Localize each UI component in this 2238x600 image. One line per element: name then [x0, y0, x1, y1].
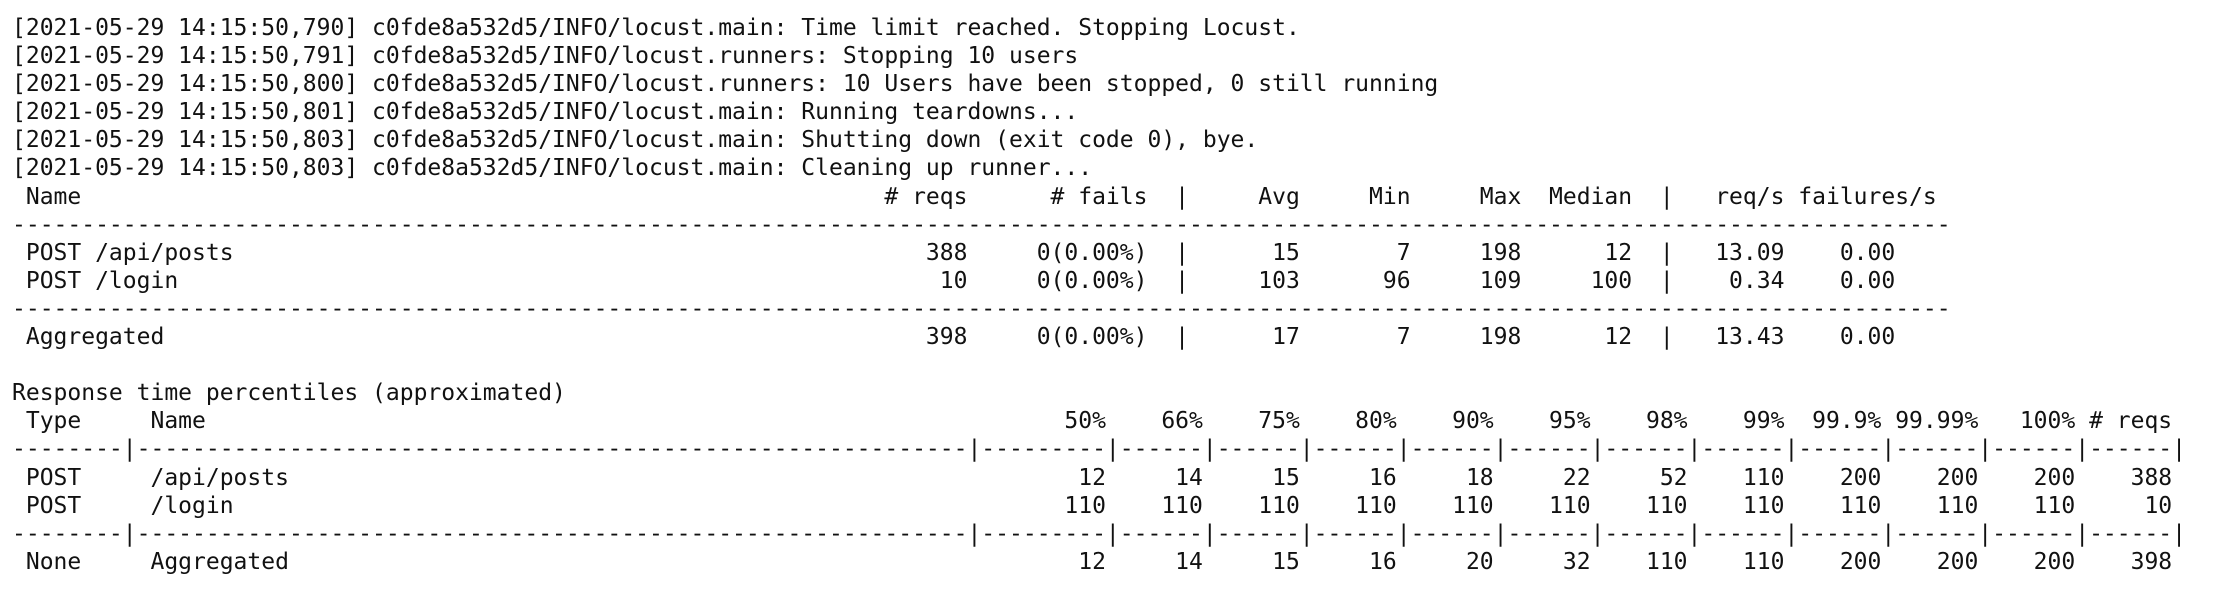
stats-table-header: Name # reqs # fails | Avg Min Max Median…: [12, 183, 1937, 210]
stats-table-divider: ----------------------------------------…: [12, 211, 1951, 238]
log-line-teardowns: [2021-05-29 14:15:50,801] c0fde8a532d5/I…: [12, 99, 1079, 126]
percentiles-title: Response time percentiles (approximated): [12, 380, 566, 407]
log-line-time-limit: [2021-05-29 14:15:50,790] c0fde8a532d5/I…: [12, 15, 1300, 41]
log-line-shutting-down: [2021-05-29 14:15:50,803] c0fde8a532d5/I…: [12, 127, 1259, 154]
blank-line: [12, 351, 2238, 379]
percentiles-table-aggregated-row: None Aggregated 12 14 15 16 20 32 110 11…: [12, 548, 2173, 575]
percentiles-table-row: POST /api/posts 12 14 15 16 18 22 52 110…: [12, 464, 2173, 491]
log-line-users-stopped: [2021-05-29 14:15:50,800] c0fde8a532d5/I…: [12, 71, 1439, 98]
percentiles-table-divider: --------|-------------------------------…: [12, 436, 2187, 463]
log-line-stopping-users: [2021-05-29 14:15:50,791] c0fde8a532d5/I…: [12, 43, 1079, 70]
log-line-cleaning-up: [2021-05-29 14:15:50,803] c0fde8a532d5/I…: [12, 155, 1093, 182]
stats-table-divider: ----------------------------------------…: [12, 295, 1951, 322]
stats-table-aggregated-row: Aggregated 398 0(0.00%) | 17 7 198 12 | …: [12, 324, 1896, 351]
percentiles-table-row: POST /login 110 110 110 110 110 110 110 …: [12, 492, 2173, 519]
percentiles-table-divider: --------|-------------------------------…: [12, 520, 2187, 547]
stats-table-row: POST /login 10 0(0.00%) | 103 96 109 100…: [12, 267, 1896, 294]
terminal-output: [2021-05-29 14:15:50,790] c0fde8a532d5/I…: [12, 14, 2238, 576]
stats-table-row: POST /api/posts 388 0(0.00%) | 15 7 198 …: [12, 239, 1896, 266]
percentiles-table-header: Type Name 50% 66% 75% 80% 90% 95% 98% 99…: [12, 408, 2173, 435]
